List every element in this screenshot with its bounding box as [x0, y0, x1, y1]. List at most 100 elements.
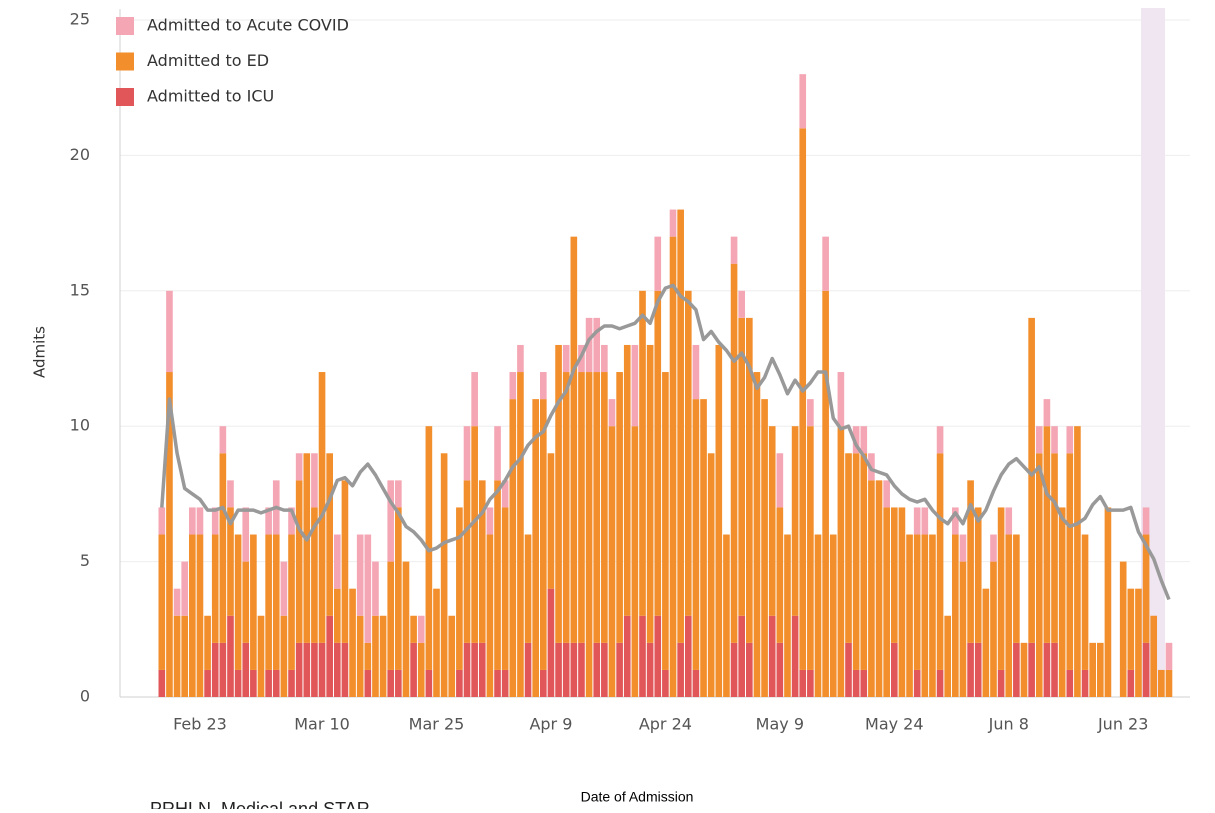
bar-segment: [593, 317, 601, 373]
bar-segment: [654, 236, 662, 291]
bar-segment: [463, 642, 471, 697]
bar-segment: [631, 344, 639, 427]
bar-segment: [1165, 642, 1173, 670]
bar-segment: [1043, 642, 1051, 697]
bar-segment: [1135, 588, 1142, 697]
footnote: PRHLN, Medical and STAR: [150, 799, 370, 809]
bar-segment: [791, 615, 799, 697]
legend-swatch: [116, 17, 134, 35]
bar-segment: [616, 642, 623, 697]
bar-segment: [303, 642, 311, 697]
bar-segment: [494, 426, 501, 481]
bar-segment: [562, 344, 570, 373]
bar-segment: [753, 372, 761, 697]
bar-segment: [913, 507, 921, 535]
bar-segment: [211, 507, 219, 535]
bar-segment: [639, 290, 646, 616]
bar-segment: [1013, 642, 1020, 697]
bar-segment: [295, 642, 303, 697]
bar-segment: [517, 372, 524, 697]
bar-segment: [883, 480, 890, 508]
bar-segment: [1013, 534, 1020, 643]
bar-segment: [807, 426, 814, 670]
bar-segment: [257, 615, 265, 697]
bar-segment: [692, 669, 700, 697]
bar-segment: [234, 534, 242, 670]
bar-segment: [311, 642, 318, 697]
x-tick-label: Mar 10: [294, 715, 350, 734]
bar-segment: [776, 453, 784, 508]
bar-segment: [318, 642, 326, 697]
bar-segment: [1081, 669, 1089, 697]
x-tick-label: Feb 23: [173, 715, 227, 734]
bar-segment: [585, 317, 593, 373]
bar-segment: [555, 642, 562, 697]
bar-segment: [1158, 669, 1165, 697]
x-tick-label: Mar 25: [409, 715, 465, 734]
bar-segment: [952, 534, 959, 697]
bar-segment: [684, 615, 692, 697]
y-tick-label: 5: [80, 551, 90, 570]
bar-segment: [929, 534, 936, 697]
bar-segment: [471, 642, 478, 697]
bar-segment: [395, 669, 402, 697]
bar-segment: [486, 534, 494, 697]
bar-segment: [738, 615, 746, 697]
bar-segment: [1043, 426, 1051, 643]
bar-segment: [524, 534, 532, 643]
y-tick-label: 15: [70, 280, 90, 299]
y-tick-label: 20: [70, 145, 90, 164]
bar-segment: [799, 669, 807, 697]
bar-segment: [791, 426, 799, 616]
bar-segment: [471, 426, 478, 643]
bar-segment: [707, 453, 715, 697]
bar-segment: [677, 209, 684, 643]
bar-segment: [540, 372, 547, 400]
bar-segment: [646, 642, 654, 697]
bar-segment: [158, 534, 166, 670]
x-tick-label: May 9: [756, 715, 804, 734]
bar-segment: [936, 426, 944, 454]
bar-segment: [974, 642, 982, 697]
bar-segment: [601, 344, 608, 373]
bar-segment: [837, 426, 845, 697]
bar-segment: [936, 669, 944, 697]
bar-segment: [227, 615, 234, 697]
bar-segment: [1142, 507, 1150, 535]
bar-segment: [807, 399, 814, 427]
bar-segment: [1028, 317, 1035, 643]
bar-segment: [1074, 426, 1081, 697]
bar-segment: [1058, 507, 1066, 697]
bar-segment: [776, 642, 784, 697]
bar-segment: [1005, 507, 1013, 535]
bar-segment: [578, 642, 585, 697]
bar-segment: [1081, 534, 1089, 670]
bar-segment: [272, 669, 280, 697]
bar-segment: [608, 426, 616, 697]
bar-segment: [1104, 507, 1112, 697]
bar-segment: [570, 642, 578, 697]
bar-segment: [333, 588, 341, 643]
bar-segment: [189, 534, 196, 697]
x-tick-label: Apr 24: [639, 715, 692, 734]
bar-segment: [288, 534, 295, 670]
bar-segment: [410, 642, 417, 697]
bar-segment: [1150, 615, 1158, 697]
bar-segment: [173, 615, 181, 697]
x-tick-label: Jun 8: [988, 715, 1029, 734]
bar-segment: [463, 426, 471, 481]
bar-segment: [730, 642, 738, 697]
bar-segment: [913, 669, 921, 697]
bar-segment: [494, 480, 501, 670]
bar-segment: [166, 290, 173, 373]
bar-segment: [478, 480, 486, 643]
bar-segment: [456, 669, 463, 697]
bar-segment: [852, 669, 860, 697]
bar-segment: [1066, 669, 1074, 697]
bar-segment: [280, 615, 288, 697]
bar-segment: [1051, 426, 1058, 454]
bar-segment: [746, 642, 753, 697]
bar-segment: [768, 426, 776, 616]
